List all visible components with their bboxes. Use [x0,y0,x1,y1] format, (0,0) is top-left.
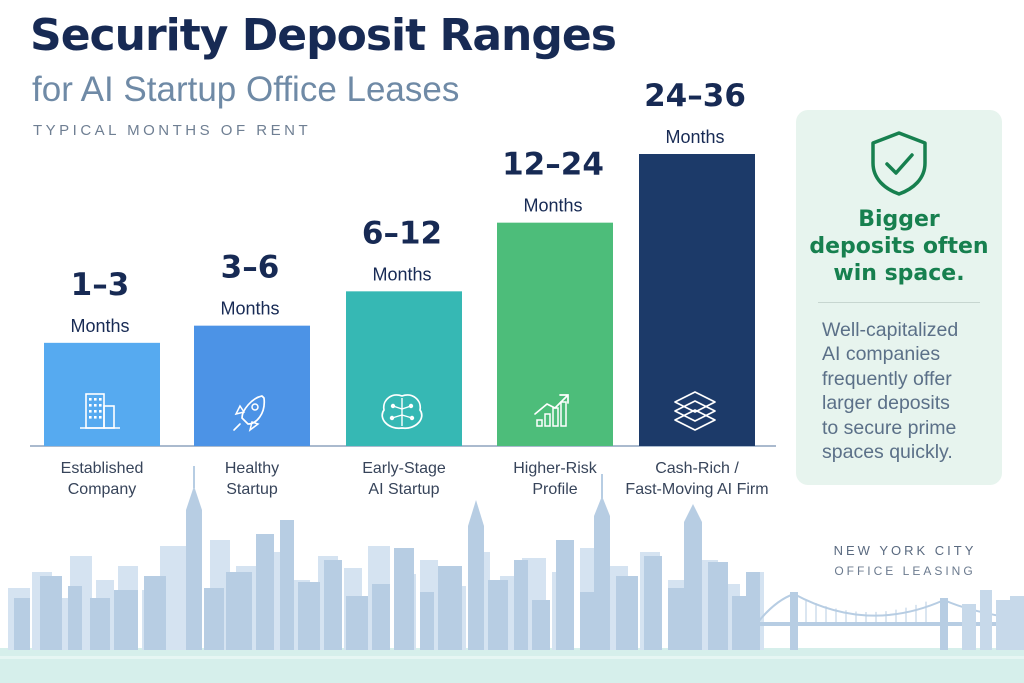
building [980,590,992,650]
bar-unit-label: Months [70,316,129,336]
callout-body-line: frequently offer [822,367,952,390]
callout-body: Well-capitalized AI companies frequently… [822,318,994,464]
building [144,576,166,650]
brain-circuit-icon [381,394,423,429]
building [324,560,342,650]
building [226,572,252,650]
page-subtitle: for AI Startup Office Leases [32,70,460,109]
building-spire [594,496,610,516]
building [204,588,224,650]
building [996,600,1012,650]
building [346,596,368,650]
bridge-deck [758,622,1024,626]
building [962,604,976,650]
water [0,648,1024,683]
callout-headline-line: deposits often [809,234,989,259]
bar-range-label: 24–36 [644,78,746,114]
callout-divider [818,302,980,303]
bar-range-label: 3–6 [221,250,280,286]
building-spire [186,486,202,510]
antenna [601,474,603,498]
building [256,534,274,650]
building [114,590,138,650]
bar-range-label: 12–24 [502,147,604,183]
callout-body-line: AI companies [822,343,941,366]
office-building-icon [80,393,120,429]
building [40,576,62,650]
category-label: Cash-Rich / [655,460,739,477]
building [372,584,390,650]
building [532,600,550,650]
building [280,520,294,650]
chart-caption: TYPICAL MONTHS OF RENT [33,122,312,139]
antenna [193,466,195,488]
building [668,588,684,650]
bar-5 [639,154,755,446]
callout-card: Bigger deposits often win space. Well-ca… [796,110,1002,485]
building [90,598,110,650]
building [708,562,728,650]
building [488,580,508,650]
building [186,510,202,650]
bar-unit-label: Months [523,196,582,216]
building [438,566,462,650]
branding: NEW YORK CITY OFFICE LEASING [800,541,1010,581]
building [556,540,574,650]
building [298,582,320,650]
building-spire [684,504,702,522]
bar-range-label: 1–3 [71,267,130,303]
building [514,560,528,650]
building [594,516,610,650]
building [394,548,414,650]
rocket-icon [233,395,266,432]
callout-headline-line: Bigger [858,207,940,232]
building [1010,596,1024,650]
building-spire [468,500,484,526]
building [684,522,702,650]
bridge-tower [940,598,948,650]
growth-chart-icon [534,394,569,427]
category-label: Profile [532,481,577,498]
branding-line-1: NEW YORK CITY [833,543,977,558]
building [420,592,434,650]
category-label: Early-Stage [362,460,446,477]
building [14,598,30,650]
bar-unit-label: Months [220,299,279,319]
bridge-tower [790,592,798,650]
bar-unit-label: Months [372,264,431,284]
category-label: AI Startup [368,481,439,498]
page-title: Security Deposit Ranges [30,10,617,61]
callout-headline-line: win space. [833,261,965,286]
callout-body-line: spaces quickly. [822,441,953,464]
building [732,596,748,650]
category-label: Fast-Moving AI Firm [625,481,768,498]
category-label: Startup [226,481,278,498]
bar-2 [194,325,310,446]
bar-range-label: 6–12 [362,215,442,251]
callout-body-line: larger deposits [822,392,950,415]
category-label: Higher-Risk [513,460,598,477]
bar-3 [346,291,462,446]
category-label: Established [61,460,144,477]
water-highlight [0,656,1024,659]
shield-check-icon [871,131,927,196]
building [644,556,662,650]
building [616,576,638,650]
branding-line-2: OFFICE LEASING [834,564,976,578]
category-label: Company [68,481,136,498]
bar-4 [497,222,613,446]
building [746,572,760,650]
building [68,586,82,650]
callout-body-line: Well-capitalized [822,319,959,341]
bar-unit-label: Months [665,127,724,147]
category-label: Healthy [225,460,279,477]
callout-headline: Bigger deposits often win space. [796,206,1002,287]
callout-body-line: to secure prime [822,416,957,439]
building [468,526,484,650]
stacked-layers-icon [674,391,716,431]
